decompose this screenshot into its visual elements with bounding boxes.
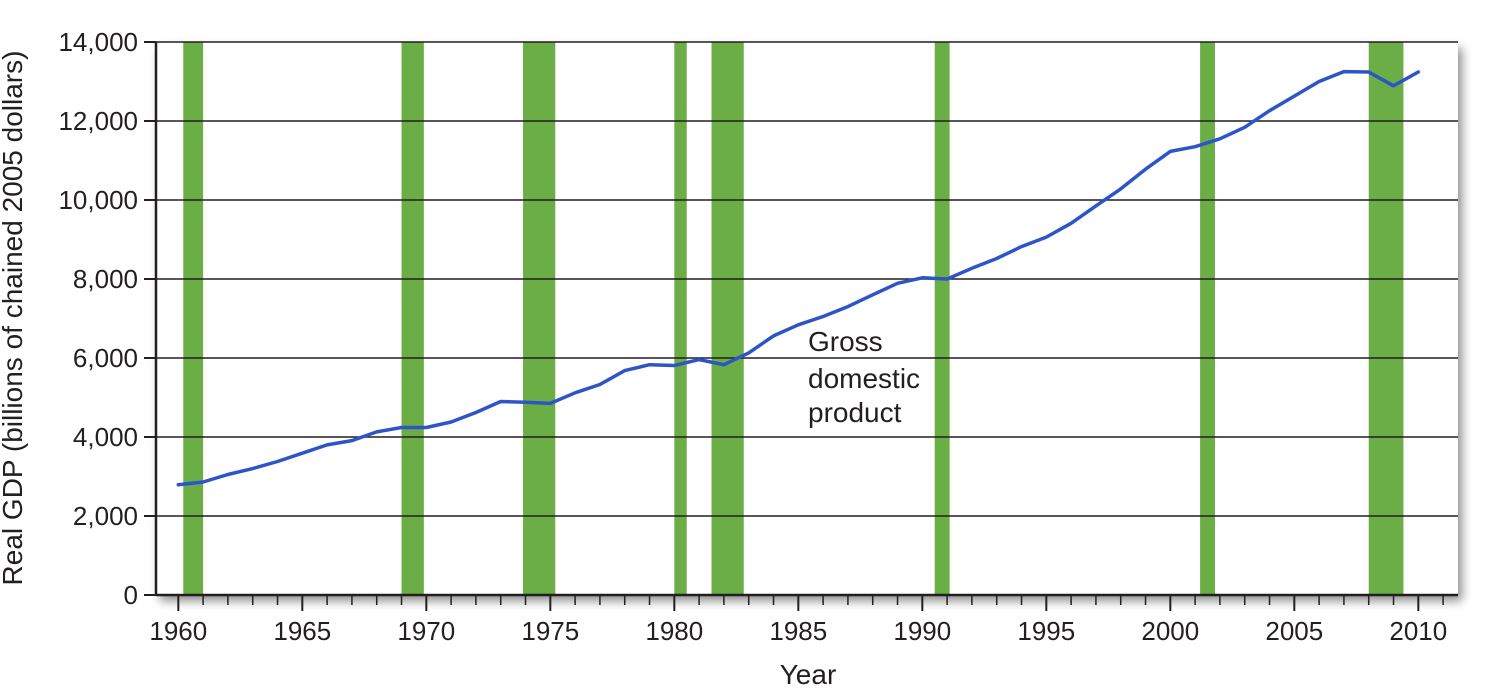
x-tick-label-1960: 1960 <box>149 616 207 646</box>
recession-band-1 <box>183 42 204 595</box>
series-line-gdp <box>176 69 1421 487</box>
recession-band-8 <box>1368 42 1404 595</box>
y-tick-label-4: 8,000 <box>73 264 138 294</box>
y-tick-label-6: 12,000 <box>58 106 138 136</box>
x-tick-label-1970: 1970 <box>397 616 455 646</box>
x-axis-ticks: 1960 1965 1970 1975 1980 1985 1990 1995 2000 2005… <box>149 595 1447 646</box>
x-tick-label-2000: 2000 <box>1141 616 1199 646</box>
y-tick-label-2: 4,000 <box>73 422 138 452</box>
x-axis-title: Year <box>780 659 837 688</box>
series-annotation: Gross domestic product <box>808 326 928 428</box>
x-tick-label-1975: 1975 <box>521 616 579 646</box>
annotation-line-1: Gross <box>808 326 883 357</box>
recession-band-6 <box>934 42 950 595</box>
x-tick-label-1980: 1980 <box>645 616 703 646</box>
grid-lines <box>156 41 1458 517</box>
recession-band-5 <box>711 42 744 595</box>
y-axis-ticks: 0 2,000 4,000 6,000 8,000 10,000 12,000 14,000 <box>58 27 156 610</box>
x-tick-label-1990: 1990 <box>893 616 951 646</box>
x-tick-label-2010: 2010 <box>1389 616 1447 646</box>
recession-band-7 <box>1200 42 1215 595</box>
axes <box>154 42 1458 597</box>
recession-band-4 <box>674 42 687 595</box>
y-tick-label-5: 10,000 <box>58 185 138 215</box>
y-tick-label-7: 14,000 <box>58 27 138 57</box>
annotation-line-2: domestic <box>808 363 920 394</box>
recession-band-3 <box>523 42 556 595</box>
x-tick-label-1965: 1965 <box>273 616 331 646</box>
x-tick-label-1995: 1995 <box>1017 616 1075 646</box>
annotation-line-3: product <box>808 397 902 428</box>
y-tick-label-0: 0 <box>124 580 138 610</box>
y-axis-title: Real GDP (billions of chained 2005 dolla… <box>0 51 28 586</box>
plot-area <box>156 42 1458 595</box>
y-tick-label-3: 6,000 <box>73 343 138 373</box>
recession-bands <box>183 42 1404 595</box>
x-tick-label-1985: 1985 <box>769 616 827 646</box>
x-tick-label-2005: 2005 <box>1265 616 1323 646</box>
recession-band-2 <box>401 42 424 595</box>
y-tick-label-1: 2,000 <box>73 501 138 531</box>
